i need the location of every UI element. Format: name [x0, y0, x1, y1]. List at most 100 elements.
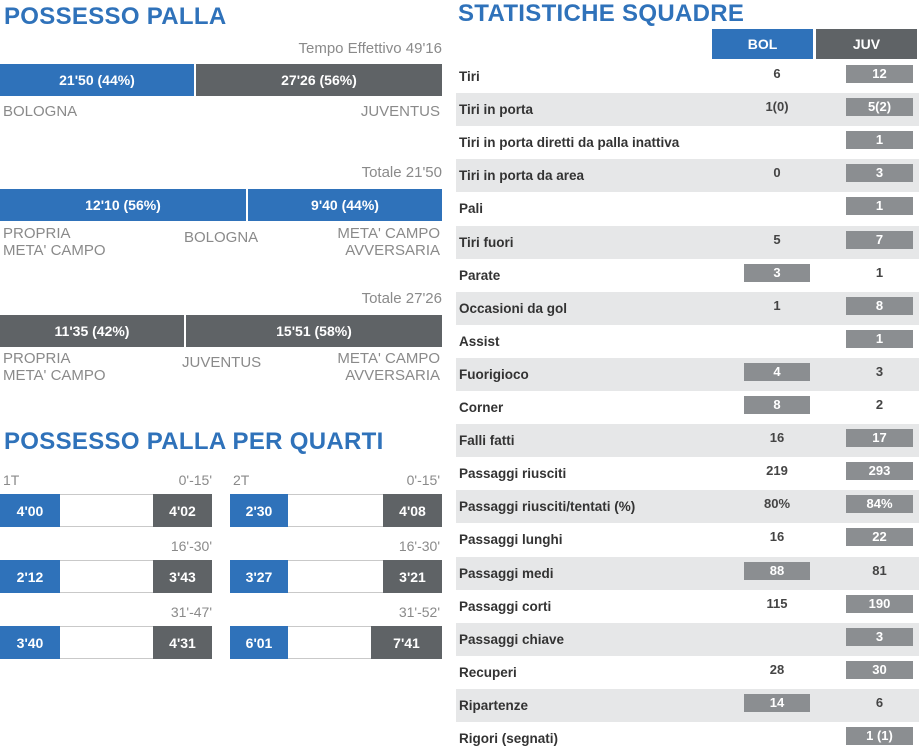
juventus-own-half-label: PROPRIA META' CAMPO — [3, 350, 106, 384]
stats-row-bol-value — [744, 197, 810, 215]
bologna-total: Totale 21'50 — [361, 164, 442, 181]
stats-row: Passaggi corti 115 190 — [456, 590, 919, 623]
q5-range: 16'-30' — [398, 538, 440, 554]
q3-range: 31'-47' — [170, 604, 212, 620]
stats-row-juv-value: 1 — [846, 329, 913, 348]
q6-juventus: 7'41 — [371, 626, 442, 659]
second-half-label: 2T — [233, 472, 250, 488]
stats-row-bol-value: 115 — [766, 595, 788, 611]
juventus-opp-half-bar: 15'51 (58%) — [186, 315, 442, 347]
stats-row-bol-value — [744, 131, 810, 149]
stats-row-juv-value: 1 (1) — [846, 727, 913, 745]
q1-bologna: 4'00 — [0, 494, 60, 527]
stats-row-juv-value: 1 — [846, 131, 913, 150]
stats-row-label: Tiri fuori — [459, 234, 514, 250]
stats-row-bol-value: 0 — [773, 165, 781, 181]
q4-juventus: 4'08 — [383, 494, 442, 527]
stats-row-label: Tiri in porta — [459, 102, 534, 118]
q1-range: 0'-15' — [178, 472, 212, 488]
stats-row: Assist 1 — [456, 325, 919, 358]
stats-row-label: Tiri in porta da area — [459, 168, 585, 184]
stats-row-juv-value: 30 — [846, 660, 913, 679]
stats-row-juv-value: 3 — [846, 164, 913, 183]
stats-row-juv-value: 81 — [872, 562, 887, 578]
stats-row-label: Tiri — [459, 69, 480, 84]
stats-row-bol-value: 1 — [773, 297, 781, 313]
stats-row-bol-value — [744, 628, 810, 646]
stats-row: Passaggi medi 88 81 — [456, 556, 919, 590]
header-juv: JUV — [816, 29, 917, 59]
stats-row-bol-value: 14 — [744, 693, 810, 712]
stats-row: Tiri in porta da area 0 3 — [456, 159, 919, 193]
stats-row-label: Passaggi riusciti — [459, 466, 567, 482]
stats-row-bol-value: 16 — [769, 430, 785, 446]
stats-row-label: Pali — [459, 201, 484, 217]
q6-range: 31'-52' — [398, 604, 440, 620]
stats-row: Parate 3 1 — [456, 259, 919, 292]
bologna-own-half-label: PROPRIA META' CAMPO — [3, 225, 106, 259]
stats-row-bol-value: 3 — [744, 263, 810, 282]
stats-row: Tiri in porta diretti da palla inattiva 1 — [456, 126, 919, 159]
stats-row-bol-value — [744, 727, 810, 745]
bologna-opp-half-label: META' CAMPO AVVERSARIA — [337, 225, 440, 259]
stats-row-bol-value — [744, 330, 810, 348]
bologna-team-label: BOLOGNA — [184, 229, 259, 246]
stats-row-juv-value: 5(2) — [846, 98, 913, 117]
q4-bologna: 2'30 — [230, 494, 288, 527]
team-stats-title: STATISTICHE SQUADRE — [458, 0, 745, 27]
stats-row-juv-value: 1 — [875, 264, 884, 280]
q5-bologna: 3'27 — [230, 560, 288, 593]
stats-row-bol-value: 88 — [744, 561, 810, 580]
q4-range: 0'-15' — [406, 472, 440, 488]
stats-row-bol-value: 1(0) — [765, 99, 789, 115]
stats-row-juv-value: 2 — [875, 397, 884, 412]
q6-bologna: 6'01 — [230, 626, 288, 659]
stats-row-bol-value: 4 — [744, 362, 810, 381]
stats-row-juv-value: 3 — [846, 627, 913, 646]
quarters-title: POSSESSO PALLA PER QUARTI — [4, 428, 384, 455]
stats-row-bol-value: 5 — [773, 231, 781, 247]
bologna-own-half-bar: 12'10 (56%) — [0, 189, 246, 221]
team-label-bologna: BOLOGNA — [3, 103, 78, 120]
q5-juventus: 3'21 — [383, 560, 442, 593]
stats-row-label: Recuperi — [459, 664, 517, 680]
stats-row: Passaggi chiave 3 — [456, 622, 919, 656]
stats-row: Occasioni da gol 1 8 — [456, 291, 919, 325]
stats-row-juv-value: 8 — [846, 296, 913, 315]
stats-row-juv-value: 22 — [846, 528, 913, 547]
stats-row-juv-value: 1 — [846, 197, 913, 216]
juventus-own-half-bar: 11'35 (42%) — [0, 315, 184, 347]
header-bol: BOL — [712, 29, 813, 59]
stats-row-label: Passaggi chiave — [459, 631, 565, 647]
stats-row-label: Passaggi medi — [459, 565, 554, 581]
stats-row-bol-value: 80% — [763, 496, 791, 512]
juventus-total: Totale 27'26 — [361, 290, 442, 307]
stats-row: Rigori (segnati) 1 (1) — [456, 722, 919, 750]
stats-row: Tiri in porta 1(0) 5(2) — [456, 93, 919, 127]
possession-bar-bologna: 21'50 (44%) — [0, 64, 194, 96]
stats-row: Passaggi lunghi 16 22 — [456, 523, 919, 556]
stats-row-juv-value: 17 — [846, 429, 913, 448]
effective-time: Tempo Effettivo 49'16 — [298, 40, 442, 57]
stats-row-juv-value: 190 — [846, 594, 913, 613]
stats-row-label: Passaggi lunghi — [459, 532, 563, 548]
stats-row-label: Corner — [459, 400, 504, 415]
stats-row-label: Passaggi riusciti/tentati (%) — [459, 499, 636, 515]
stats-row-juv-value: 293 — [846, 462, 913, 481]
stats-row: Pali 1 — [456, 192, 919, 225]
stats-row-label: Assist — [459, 333, 500, 349]
stats-row-label: Occasioni da gol — [459, 300, 568, 316]
juventus-team-label: JUVENTUS — [182, 354, 262, 371]
stats-row: Ripartenze 14 6 — [456, 688, 919, 722]
stats-row: Tiri fuori 5 7 — [456, 225, 919, 259]
stats-row-juv-value: 84% — [846, 495, 913, 514]
stats-row: Passaggi riusciti 219 293 — [456, 457, 919, 490]
stats-row-label: Falli fatti — [459, 433, 515, 449]
stats-row-label: Rigori (segnati) — [459, 731, 559, 746]
juventus-opp-half-label: META' CAMPO AVVERSARIA — [337, 350, 440, 384]
team-label-juventus: JUVENTUS — [360, 103, 440, 120]
stats-row-juv-value: 7 — [846, 230, 913, 249]
stats-row: Falli fatti 16 17 — [456, 424, 919, 458]
stats-row-juv-value: 12 — [846, 65, 913, 83]
q3-juventus: 4'31 — [153, 626, 212, 659]
